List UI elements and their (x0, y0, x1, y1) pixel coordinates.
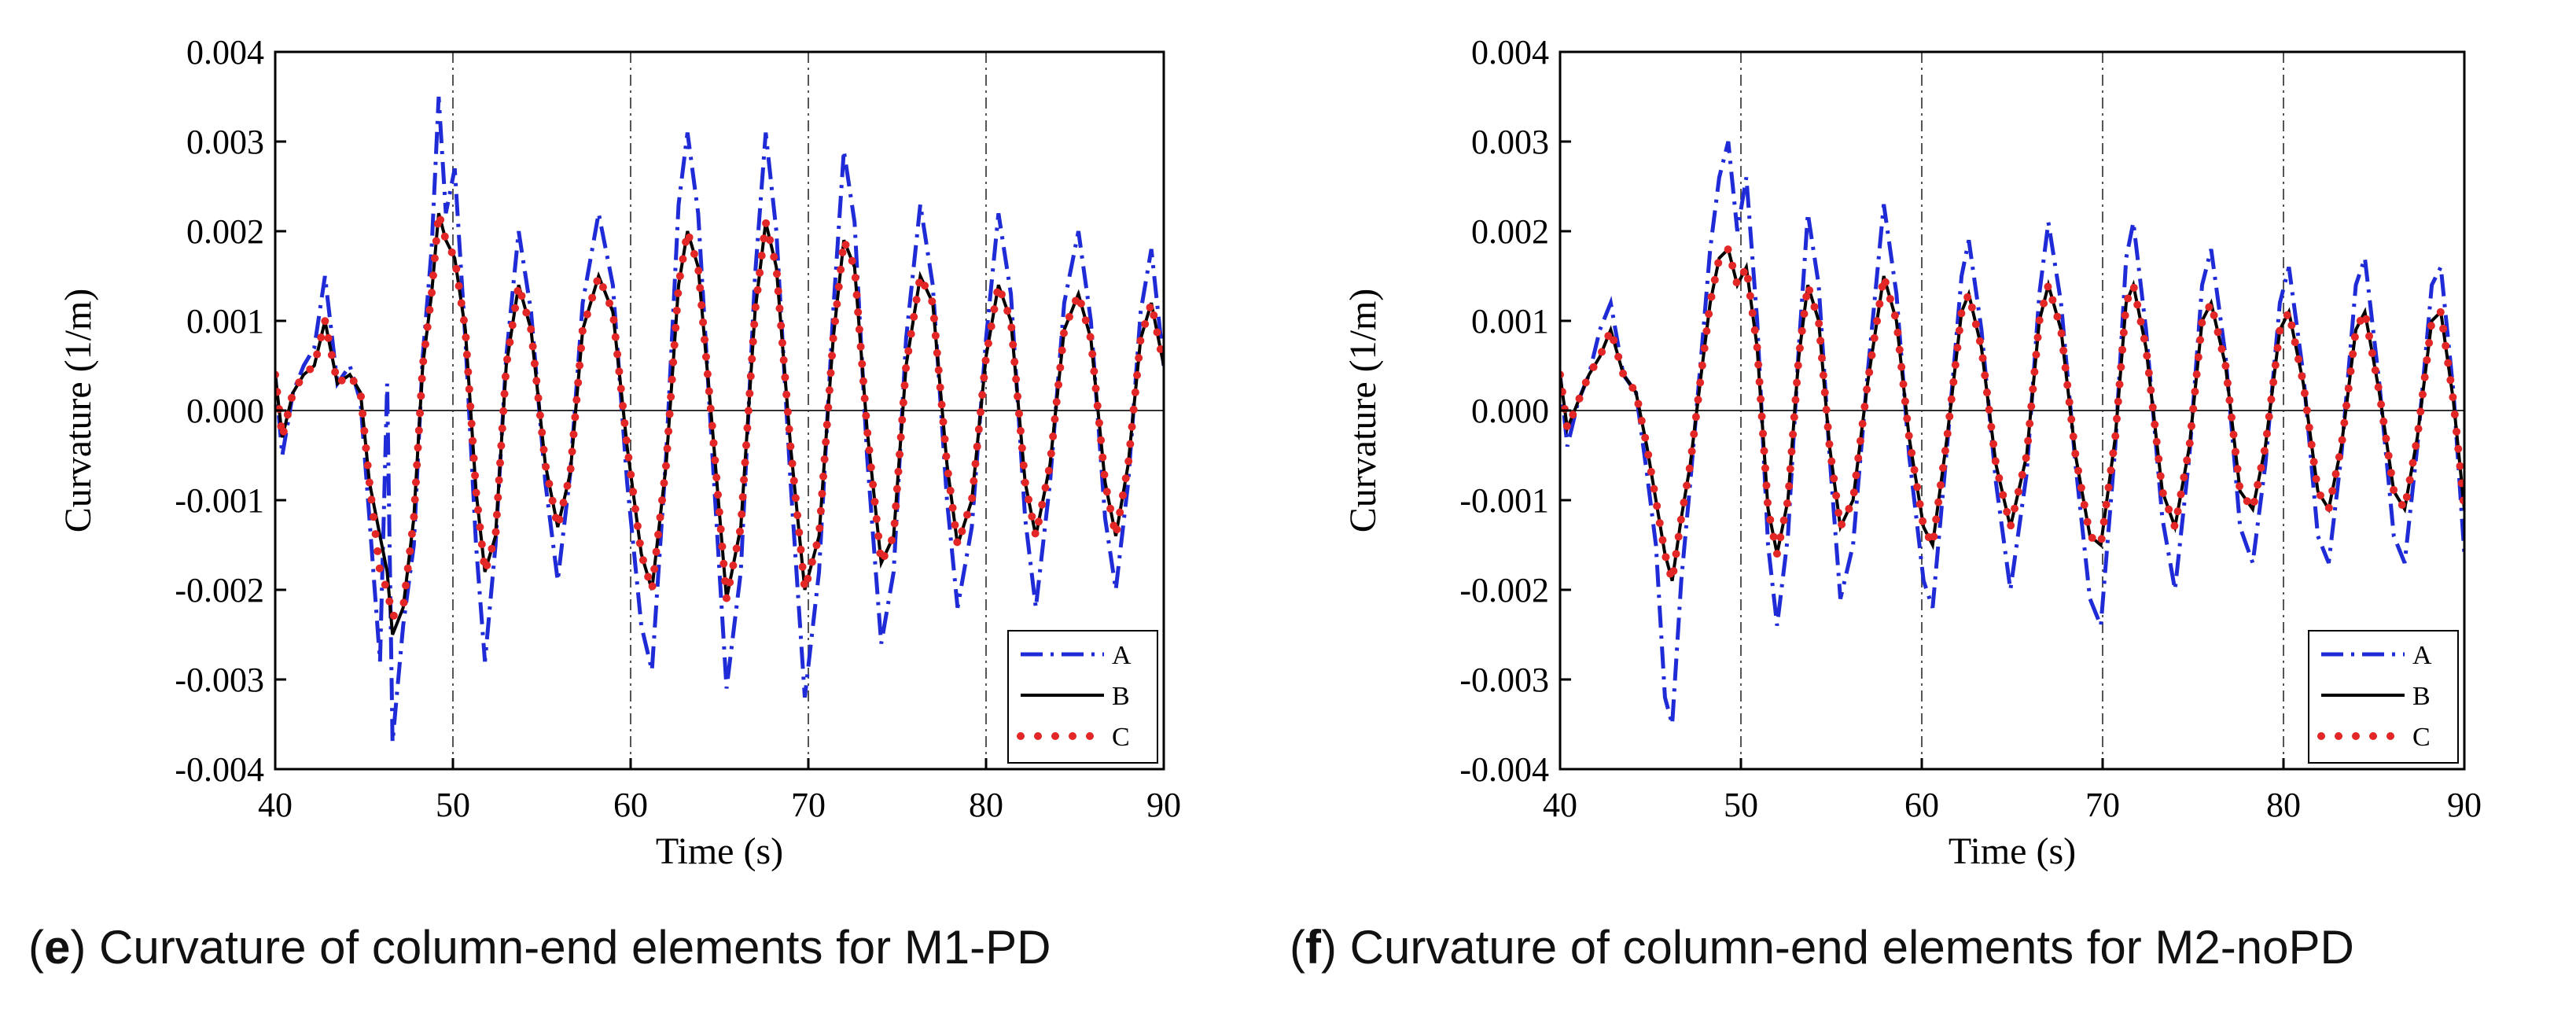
chart-panel-f: -0.004 -0.003 -0.002 -0.001 0.000 0.001 0.002 0… (1342, 33, 2482, 872)
caption-f-letter: f (1305, 921, 1321, 974)
y-tick-label: 0.002 (186, 212, 264, 251)
legend: ABC (1007, 630, 1158, 764)
y-tick-label: 0.000 (186, 392, 264, 430)
y-tick-label: -0.003 (175, 661, 264, 699)
y-axis-title: Curvature (1/m) (57, 289, 99, 533)
legend-label-B: B (1112, 682, 1130, 711)
series-A-line (275, 96, 1164, 743)
x-axis-title: Time (s) (656, 830, 783, 872)
series-C-line (275, 212, 1164, 624)
legend-label-C: C (2412, 723, 2431, 752)
legend-label-C: C (1112, 723, 1130, 752)
x-tick-label: 90 (2447, 786, 2482, 824)
y-tick-label: -0.002 (175, 571, 264, 609)
x-tick-label: 70 (2085, 786, 2120, 824)
y-tick-label: -0.003 (1459, 661, 1549, 699)
y-tick-label: 0.003 (1471, 123, 1549, 161)
y-tick-label: 0.003 (186, 123, 264, 161)
legend: ABC (2308, 630, 2459, 764)
legend-label-B: B (2412, 682, 2431, 711)
x-axis-title: Time (s) (1949, 830, 2076, 872)
y-tick-label: -0.004 (1459, 750, 1549, 789)
caption-e-text: Curvature of column-end elements for M1-… (99, 921, 1051, 974)
y-tick-label: 0.001 (186, 302, 264, 341)
caption-e-letter: e (43, 921, 71, 974)
x-tick-label: 70 (791, 786, 826, 824)
legend-label-A: A (1112, 641, 1132, 670)
y-tick-label: 0.002 (1471, 212, 1549, 251)
x-tick-label: 60 (613, 786, 648, 824)
x-tick-label: 50 (1724, 786, 1758, 824)
y-tick-label: 0.001 (1471, 302, 1549, 341)
y-tick-label: -0.001 (1459, 481, 1549, 520)
x-tick-label: 90 (1146, 786, 1181, 824)
x-tick-label: 60 (1904, 786, 1939, 824)
y-tick-label: -0.001 (175, 481, 264, 520)
y-tick-label: 0.004 (186, 33, 264, 72)
x-tick-label: 80 (969, 786, 1003, 824)
y-tick-label: 0.000 (1471, 392, 1549, 430)
x-tick-label: 40 (258, 786, 293, 824)
legend-label-A: A (2412, 641, 2432, 670)
caption-f: (f) Curvature of column-end elements for… (1290, 921, 2354, 974)
x-tick-label: 40 (1543, 786, 1577, 824)
y-tick-label: -0.004 (175, 750, 264, 789)
series-C-line (1560, 241, 2464, 582)
y-tick-label: 0.004 (1471, 33, 1549, 72)
x-tick-label: 80 (2266, 786, 2301, 824)
x-tick-label: 50 (436, 786, 470, 824)
chart-panel-e: -0.004 -0.003 -0.002 -0.001 0.000 0.001 0.002 0… (57, 33, 1181, 872)
caption-f-text: Curvature of column-end elements for M2-… (1349, 921, 2354, 974)
y-axis-title: Curvature (1/m) (1342, 289, 1384, 533)
y-tick-label: -0.002 (1459, 571, 1549, 609)
caption-e: (e) Curvature of column-end elements for… (28, 921, 1051, 974)
